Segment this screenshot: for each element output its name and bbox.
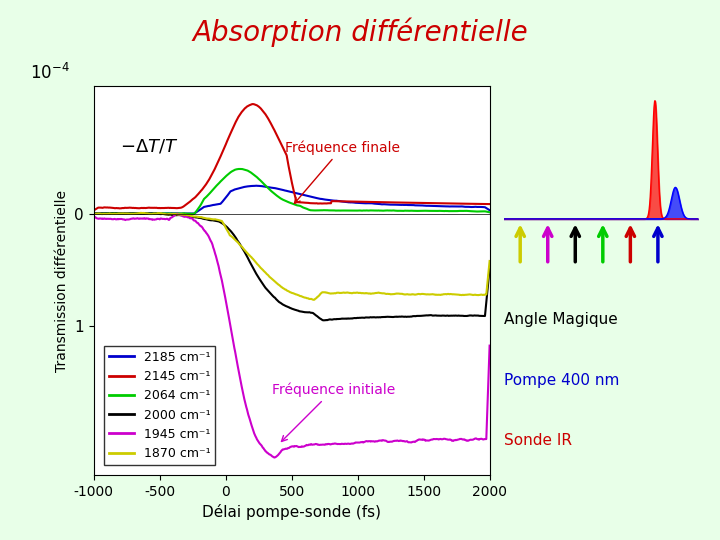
- Text: Pompe 400 nm: Pompe 400 nm: [504, 373, 619, 388]
- Text: $10^{-4}$: $10^{-4}$: [30, 63, 70, 83]
- X-axis label: Délai pompe-sonde (fs): Délai pompe-sonde (fs): [202, 504, 381, 521]
- Text: Absorption différentielle: Absorption différentielle: [192, 18, 528, 47]
- Y-axis label: Transmission différentielle: Transmission différentielle: [55, 190, 68, 372]
- Text: $- \Delta T / T$: $- \Delta T / T$: [120, 138, 179, 156]
- Text: Fréquence initiale: Fréquence initiale: [272, 382, 395, 442]
- Text: Sonde IR: Sonde IR: [504, 433, 572, 448]
- Text: Fréquence finale: Fréquence finale: [285, 140, 400, 204]
- Legend: 2185 cm⁻¹, 2145 cm⁻¹, 2064 cm⁻¹, 2000 cm⁻¹, 1945 cm⁻¹, 1870 cm⁻¹: 2185 cm⁻¹, 2145 cm⁻¹, 2064 cm⁻¹, 2000 cm…: [104, 346, 215, 465]
- Text: Angle Magique: Angle Magique: [504, 312, 618, 327]
